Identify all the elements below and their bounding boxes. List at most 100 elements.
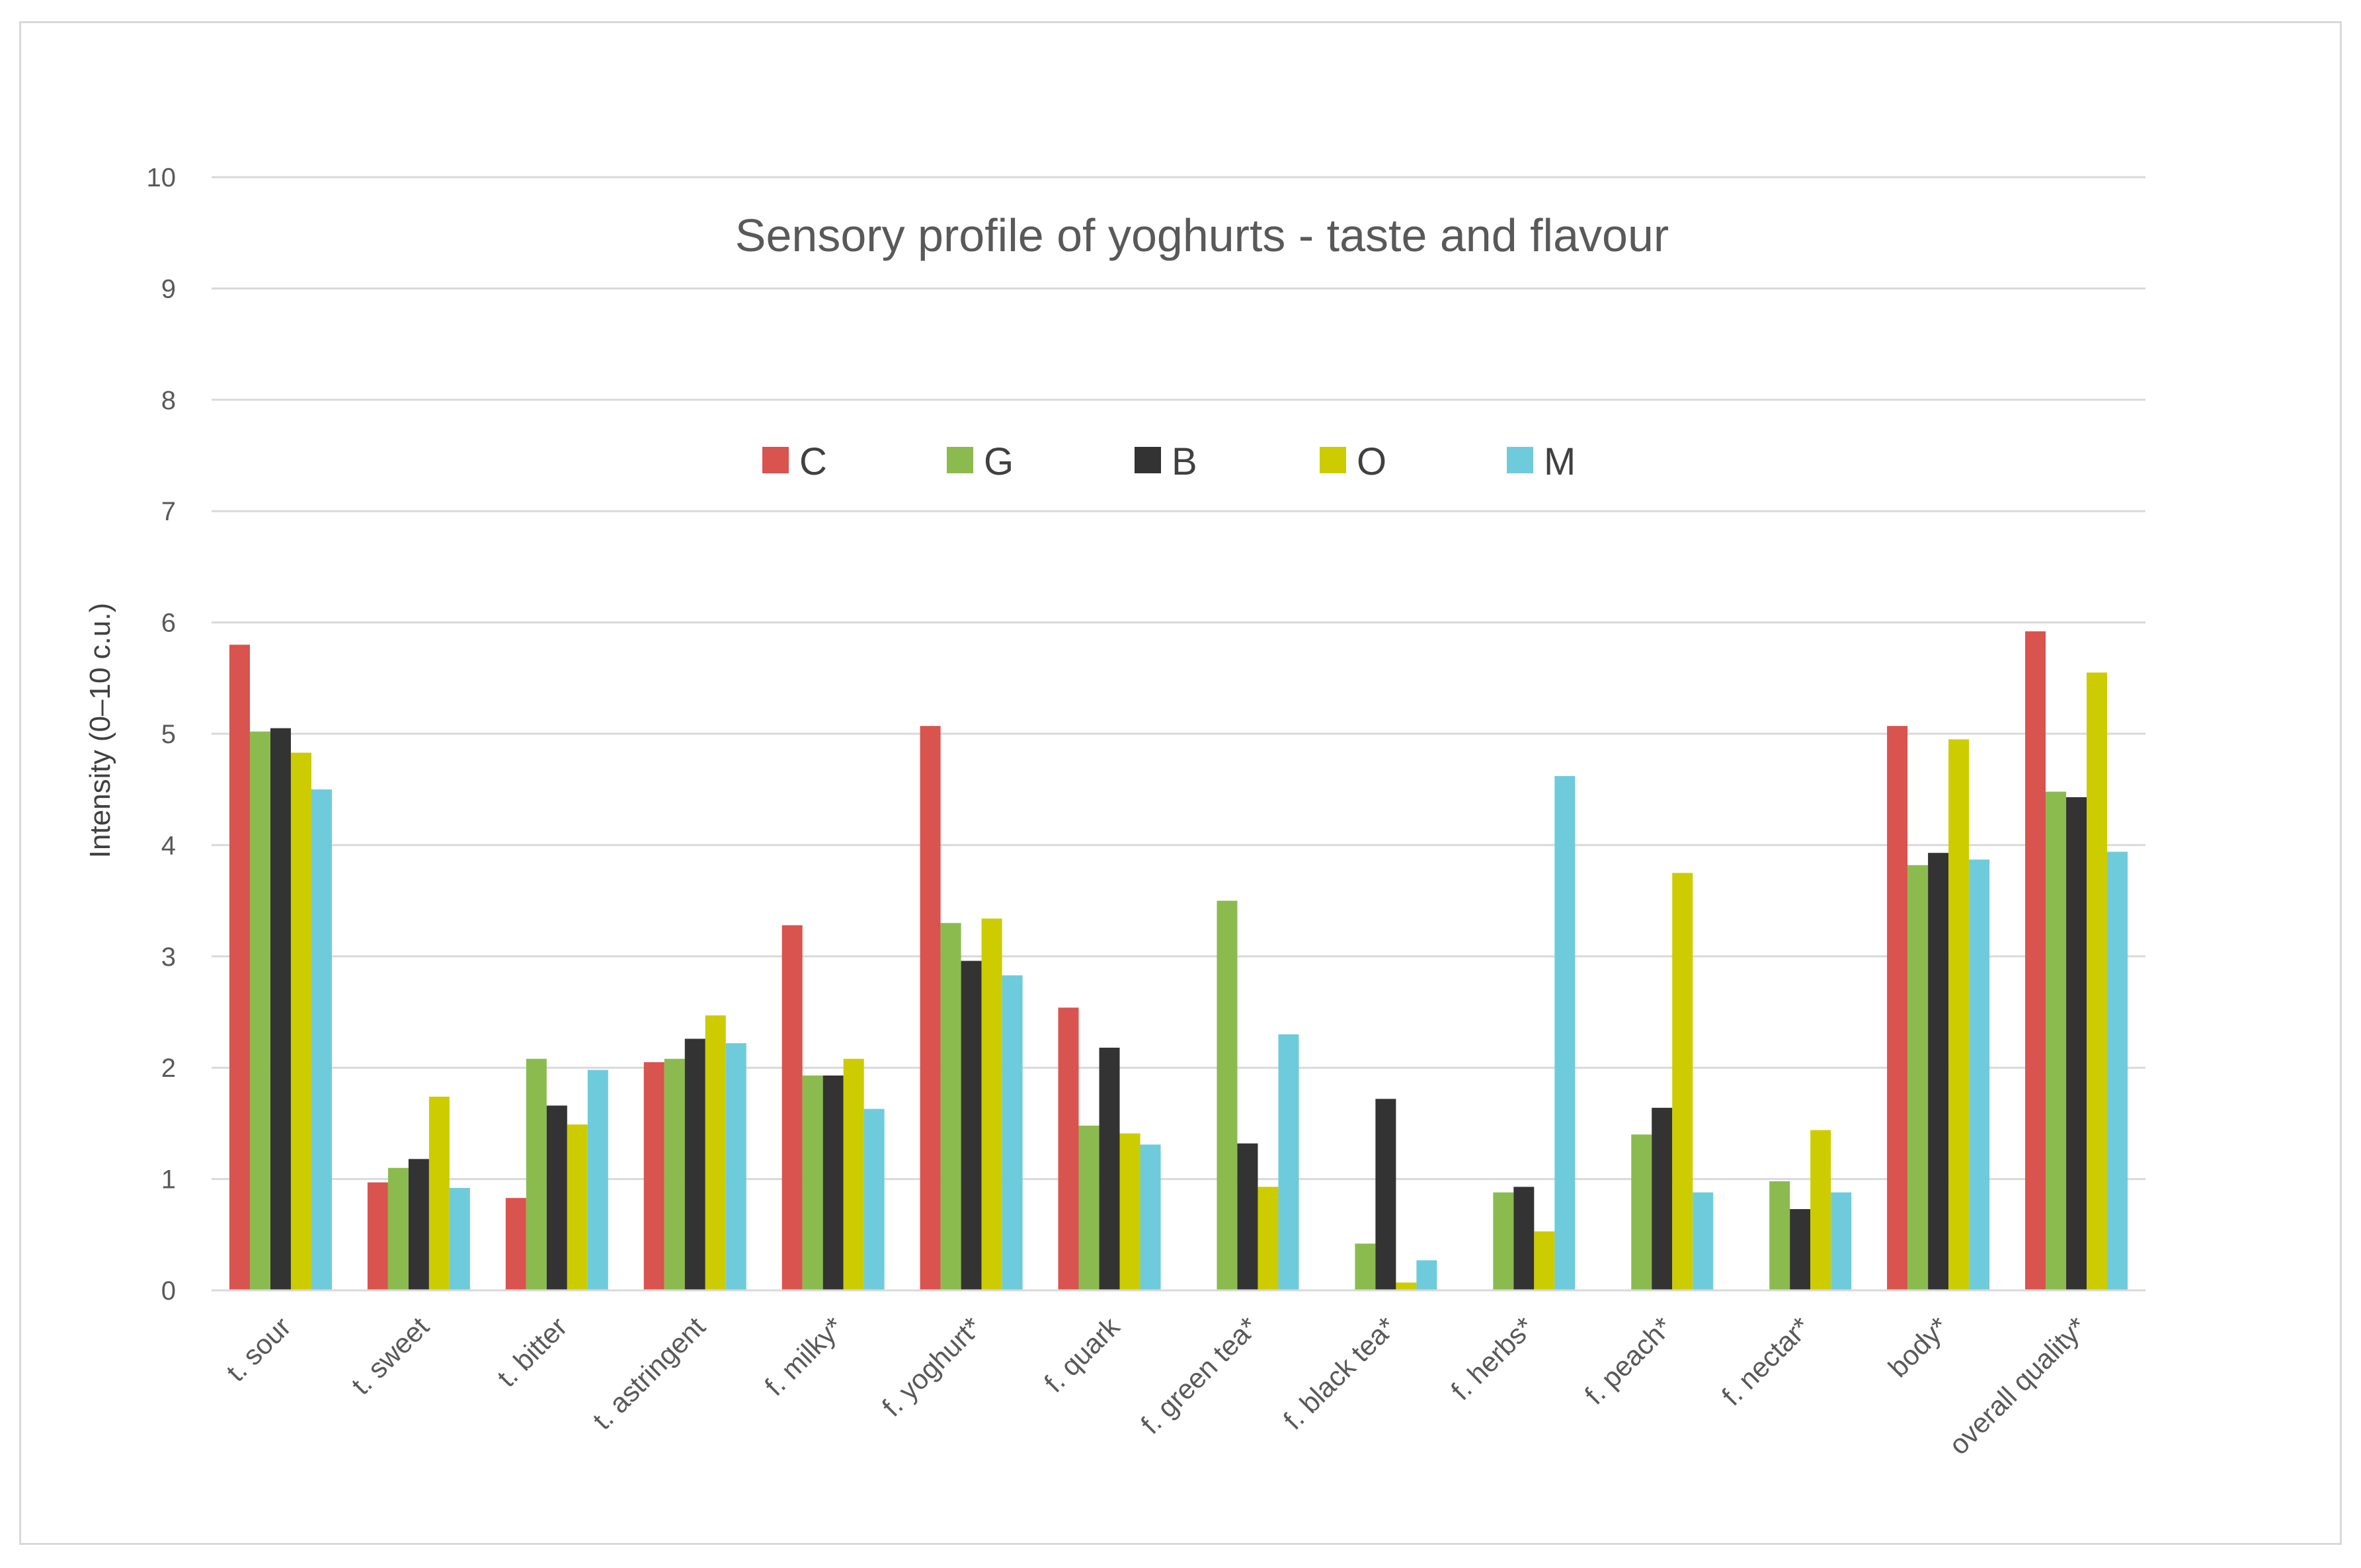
bar-g [1493, 1192, 1514, 1290]
legend-label-g: G [984, 440, 1014, 483]
bar-m [1554, 775, 1576, 1290]
bar-b [408, 1159, 429, 1290]
x-tick-label: overall quality* [1943, 1311, 2093, 1460]
bar-m [449, 1188, 470, 1290]
bar-g [1355, 1243, 1376, 1290]
legend-label-m: M [1544, 440, 1576, 483]
legend-swatch-g [947, 447, 973, 473]
legend-label-o: O [1357, 440, 1386, 483]
x-tick-label: f. quark [1038, 1310, 1126, 1398]
bar-b [822, 1075, 844, 1290]
bar-c [2025, 631, 2046, 1290]
legend-swatch-m [1507, 447, 1533, 473]
bar-c [1887, 726, 1908, 1290]
bar-m [1002, 975, 1023, 1290]
bar-b [961, 960, 982, 1290]
bar-o [1672, 873, 1693, 1290]
x-tick-label: f. nectar* [1716, 1311, 1816, 1411]
x-axis-tick-labels: t. sour t. sweet t. bitter t. astringent f. … [220, 1310, 2093, 1460]
bar-c [643, 1062, 664, 1290]
x-tick-label: t. bitter [491, 1311, 573, 1393]
bar-o [1258, 1187, 1279, 1290]
bar-b [684, 1039, 705, 1290]
bar-b [1099, 1047, 1120, 1290]
y-tick-label: 6 [161, 609, 176, 638]
bar-b [546, 1105, 567, 1290]
x-tick-label: f. milky* [758, 1311, 849, 1401]
bar-o [705, 1015, 726, 1290]
bar-g [664, 1058, 685, 1290]
y-tick-label: 0 [161, 1276, 176, 1306]
bar-g [1631, 1134, 1652, 1290]
y-axis-tick-labels: 0 1 2 3 4 5 6 7 8 9 10 [147, 163, 177, 1306]
y-tick-label: 9 [161, 274, 176, 303]
bar-b [270, 728, 291, 1290]
bar-g [802, 1075, 823, 1290]
bar-c [505, 1198, 526, 1290]
y-tick-label: 2 [161, 1054, 176, 1083]
bar-o [567, 1124, 588, 1290]
bar-m [587, 1070, 608, 1290]
bar-g [249, 731, 270, 1290]
bar-b [1928, 853, 1949, 1290]
y-tick-label: 4 [161, 831, 176, 860]
legend-swatch-b [1135, 447, 1161, 473]
bar-g [940, 923, 961, 1290]
x-tick-label: f. black tea* [1277, 1311, 1402, 1435]
bar-m [1831, 1192, 1852, 1290]
y-tick-label: 8 [161, 386, 176, 415]
bar-c [229, 645, 250, 1290]
bar-g [2046, 791, 2067, 1290]
bar-g [1078, 1125, 1100, 1290]
x-tick-label: f. herbs* [1445, 1311, 1540, 1406]
legend-label-c: C [799, 440, 827, 483]
legend-swatch-o [1320, 447, 1346, 473]
bar-c [367, 1182, 388, 1290]
bar-b [1513, 1187, 1535, 1290]
bar-m [1278, 1034, 1299, 1290]
bars [229, 631, 2128, 1290]
bar-o [1119, 1133, 1140, 1290]
x-tick-label: f. yoghurt* [876, 1311, 988, 1423]
bar-b [1237, 1143, 1258, 1290]
bar-c [781, 925, 803, 1290]
bar-g [526, 1058, 547, 1290]
bar-o [2087, 672, 2108, 1290]
bar-o [843, 1058, 864, 1290]
chart-title: Sensory profile of yoghurts - taste and … [735, 210, 1669, 261]
bar-g [1769, 1181, 1790, 1290]
legend-swatch-c [762, 447, 789, 473]
bar-o [1948, 739, 1970, 1290]
bar-o [290, 752, 311, 1290]
y-tick-label: 3 [161, 943, 176, 972]
bar-m [2107, 851, 2128, 1290]
y-tick-label: 7 [161, 497, 176, 526]
bar-g [1217, 900, 1238, 1290]
bar-o [428, 1096, 450, 1290]
bar-c [1058, 1007, 1079, 1290]
bar-g [387, 1167, 409, 1290]
bar-m [863, 1109, 885, 1290]
x-tick-label: t. sweet [345, 1311, 435, 1401]
legend-label-b: B [1172, 440, 1197, 483]
bar-m [1969, 859, 1990, 1290]
x-tick-label: body* [1882, 1311, 1954, 1383]
bar-o [1396, 1282, 1417, 1290]
bar-o [1810, 1130, 1831, 1290]
y-tick-label: 10 [147, 163, 177, 192]
bar-m [1416, 1260, 1437, 1290]
bar-m [311, 789, 332, 1290]
bar-m [1140, 1144, 1161, 1290]
bar-m [1693, 1192, 1714, 1290]
bar-b [1790, 1209, 1811, 1290]
gridlines [212, 176, 2145, 1181]
bar-b [1375, 1099, 1396, 1290]
y-tick-label: 1 [161, 1165, 176, 1195]
x-tick-label: t. sour [220, 1311, 297, 1388]
bar-c [920, 726, 941, 1290]
x-tick-label: t. astringent [586, 1311, 711, 1436]
bar-b [2066, 797, 2087, 1290]
bar-o [981, 918, 1002, 1290]
